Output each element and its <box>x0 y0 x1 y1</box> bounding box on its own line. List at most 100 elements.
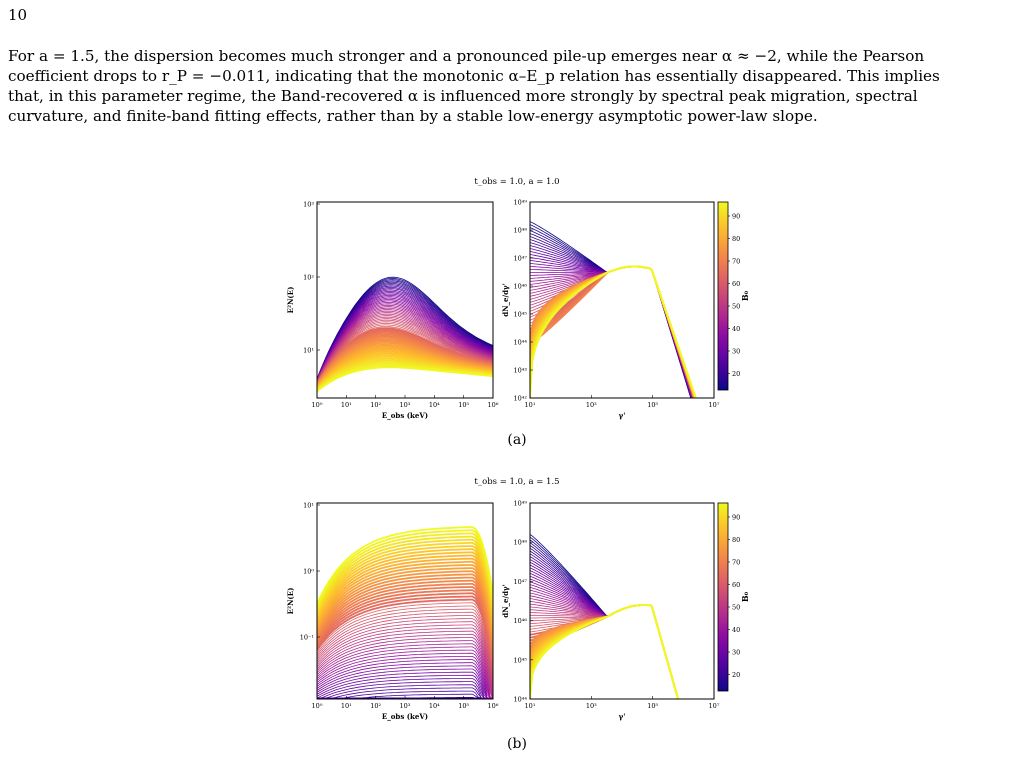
right-x-tick-label: 10⁷ <box>709 702 720 710</box>
paragraph-line: that, in this parameter regime, the Band… <box>8 87 918 105</box>
right-axes-frame <box>529 502 715 700</box>
left-y-tick-label: 10⁰ <box>303 568 314 576</box>
electron-curve <box>530 604 680 699</box>
figure-a-title: t_obs = 1.0, a = 1.0 <box>474 177 560 187</box>
electron-curve <box>530 265 696 398</box>
electron-curve <box>530 265 695 398</box>
spectrum-curve <box>317 529 493 607</box>
spectrum-curves <box>317 276 493 393</box>
spectrum-curve <box>317 589 493 658</box>
spectrum-curve <box>317 687 493 699</box>
spectrum-curve <box>317 678 493 699</box>
right-y-label: dN_e/dγ' <box>501 283 510 316</box>
electron-curve <box>530 604 680 699</box>
electron-curves <box>530 534 680 699</box>
electron-curve <box>530 265 696 398</box>
electron-curve <box>530 266 693 398</box>
spectrum-curve <box>317 313 493 382</box>
electron-curve <box>530 604 680 699</box>
spectrum-curve <box>317 602 493 670</box>
spectrum-curve <box>317 646 493 699</box>
electron-curve <box>530 265 696 398</box>
spectrum-curve <box>317 662 493 699</box>
spectrum-curve <box>317 299 493 381</box>
left-y-tick-label: 10⁻¹ <box>300 634 315 642</box>
colorbar-tick-label: 90 <box>732 514 740 522</box>
spectrum-curve <box>317 681 493 699</box>
electron-curve <box>530 604 680 699</box>
electron-curve <box>530 604 680 699</box>
electron-curve <box>530 604 680 699</box>
colorbar-tick-label: 80 <box>732 536 740 544</box>
colorbar-tick-label: 80 <box>732 235 740 243</box>
colorbar-label: B₀ <box>740 591 750 602</box>
electron-curve <box>530 604 679 699</box>
electron-curve <box>530 604 680 699</box>
electron-curve <box>530 266 695 398</box>
right-axes-frame <box>529 201 715 399</box>
electron-curve <box>530 265 696 398</box>
electron-curve <box>530 604 679 699</box>
left-x-label: E_obs (keV) <box>382 411 428 420</box>
electron-curve <box>530 266 695 398</box>
spectrum-curve <box>317 643 493 699</box>
spectrum-curve <box>317 319 493 383</box>
electron-curve <box>530 266 694 398</box>
paragraph-line: For a = 1.5, the dispersion becomes much… <box>8 47 925 65</box>
electron-curve <box>530 604 679 699</box>
spectrum-curve <box>317 674 493 699</box>
right-y-tick-label: 10⁴⁹ <box>514 500 528 508</box>
figure-b: 10⁰ 10¹ 10² 10³ 10⁴ 10⁵ 10⁶ 10¹ 10⁰ 10⁻¹ 10¹ 10³ 10⁵… <box>286 500 750 722</box>
colorbar-tick-label: 70 <box>732 258 740 266</box>
electron-curve <box>530 265 697 398</box>
electron-curve <box>530 266 695 398</box>
spectrum-curve <box>317 322 493 383</box>
left-y-label: E²N(E) <box>286 588 295 615</box>
figure-a: 10⁰ 10¹ 10² 10³ 10⁴ 10⁵ 10⁶ 10³ 10² 10¹ 10¹ 10³ 10⁵ 1… <box>286 199 750 421</box>
spectrum-curve <box>317 608 493 677</box>
right-y-tick-label: 10⁴⁶ <box>514 617 528 625</box>
left-x-tick-label: 10⁶ <box>488 702 499 710</box>
spectrum-curve <box>317 288 493 380</box>
electron-curve <box>530 266 694 398</box>
electron-curves <box>530 221 697 398</box>
electron-curve <box>530 604 680 699</box>
electron-curve <box>530 539 679 699</box>
spectrum-curve <box>317 304 493 381</box>
page-number: 10 <box>8 6 28 24</box>
electron-curve <box>530 265 697 398</box>
spectrum-curve <box>317 532 493 609</box>
spectrum-curve <box>317 316 493 382</box>
electron-curve <box>530 604 680 699</box>
electron-curve <box>530 265 696 398</box>
electron-curve <box>530 265 696 398</box>
right-y-tick-label: 10⁴⁷ <box>514 578 528 586</box>
right-y-label: dN_e/dγ' <box>501 584 510 617</box>
spectrum-curve <box>317 318 493 383</box>
electron-curve <box>530 604 679 699</box>
spectrum-curves <box>317 526 493 699</box>
electron-curve <box>530 604 680 699</box>
left-x-tick-label: 10⁵ <box>458 401 469 409</box>
left-x-tick-label: 10¹ <box>341 401 352 409</box>
electron-curve <box>530 265 697 398</box>
spectrum-curve <box>317 307 493 381</box>
paragraph-line: coefficient drops to r_P = −0.011, indic… <box>8 67 940 85</box>
colorbar-tick-label: 20 <box>732 671 740 679</box>
electron-curve <box>530 604 680 699</box>
colorbar-tick-label: 50 <box>732 303 740 311</box>
spectrum-curve <box>317 301 493 381</box>
colorbar-tick-label: 90 <box>732 213 740 221</box>
electron-curve <box>530 604 679 699</box>
electron-curve <box>530 263 693 398</box>
electron-curve <box>530 604 680 699</box>
electron-curve <box>530 265 697 398</box>
spectrum-curve <box>317 324 493 383</box>
left-x-tick-label: 10⁶ <box>488 401 499 409</box>
colorbar-tick-label: 60 <box>732 280 740 288</box>
electron-curve <box>530 266 693 398</box>
spectrum-curve <box>317 630 493 699</box>
electron-curve <box>530 266 694 398</box>
colorbar-tick-label: 30 <box>732 649 740 657</box>
spectrum-curve <box>317 637 493 699</box>
